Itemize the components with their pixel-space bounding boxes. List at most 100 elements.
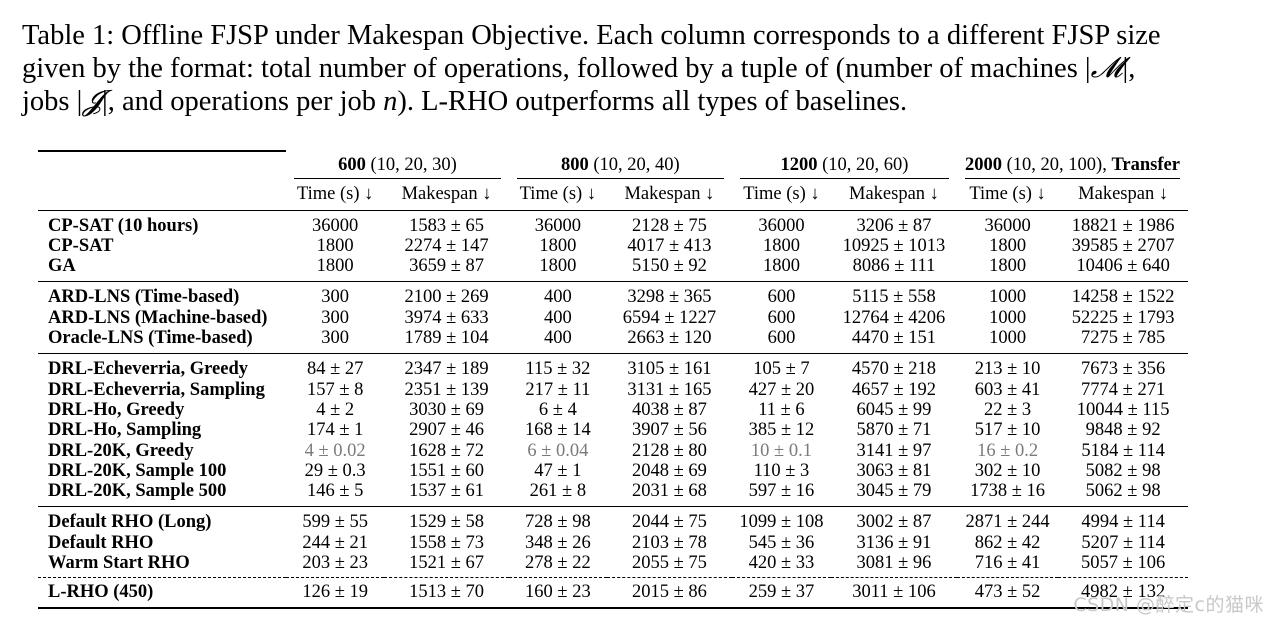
time-cell: 36000 (984, 215, 1031, 236)
caption-line-2: given by the format: total number of ope… (22, 52, 1252, 85)
table-row: DRL-Ho, Greedy 4 ± 2 3030 ± 69 6 ± 4 4038 ± … (38, 400, 1188, 420)
time-cell: 1000 (989, 307, 1027, 328)
method-name: DRL-20K, Sample 500 (38, 481, 287, 508)
makespan-cell: 3298 ± 365 (627, 287, 712, 308)
time-cell: 1800 (762, 235, 800, 256)
makespan-cell: 3030 ± 69 (409, 399, 484, 420)
table-row: DRL-Echeverria, Sampling 157 ± 8 2351 ± 13… (38, 380, 1188, 400)
makespan-cell: 2663 ± 120 (606, 328, 732, 355)
time-cell: 300 (286, 328, 385, 355)
makespan-cell: 3141 ± 97 (856, 440, 932, 461)
makespan-cell: 2055 ± 75 (606, 553, 732, 579)
time-cell: 1800 (316, 235, 354, 256)
makespan-cell: 10406 ± 640 (1058, 256, 1188, 283)
time-cell: 174 ± 1 (306, 420, 364, 441)
makespan-cell: 9848 ± 92 (1085, 420, 1161, 441)
method-name: DRL-Ho, Greedy (48, 399, 185, 420)
table-row: Warm Start RHO 203 ± 23 1521 ± 67 278 ± 22 2… (38, 553, 1188, 579)
table-row: DRL-20K, Sample 500 146 ± 5 1537 ± 61 261 ±… (38, 481, 1188, 508)
makespan-cell: 7275 ± 785 (1058, 328, 1188, 355)
time-cell: 47 ± 1 (534, 460, 582, 481)
time-cell: 1800 (989, 235, 1027, 256)
group-header: 1200 (10, 20, 60) (732, 151, 957, 181)
time-cell: 2871 ± 244 (965, 512, 1050, 533)
makespan-cell: 2128 ± 75 (631, 215, 707, 236)
time-cell: 10 ± 0.1 (750, 440, 812, 461)
time-cell: 110 ± 3 (753, 460, 810, 481)
subheader-row: Time (s) ↓ Makespan ↓ Time (s) ↓ Makespa… (38, 181, 1188, 211)
caption-text: ). L-RHO outperforms all types of baseli… (397, 86, 908, 117)
method-name: CP-SAT (10 hours) (48, 215, 199, 236)
makespan-cell: 1558 ± 73 (409, 532, 484, 553)
col-header: Makespan ↓ (1058, 181, 1188, 211)
time-cell: 1800 (731, 256, 831, 283)
makespan-cell: 4017 ± 413 (627, 235, 712, 256)
makespan-cell: 3659 ± 87 (384, 256, 509, 283)
col-header: Time (s) ↓ (286, 181, 385, 211)
makespan-cell: 3206 ± 87 (856, 215, 932, 236)
makespan-cell: 12764 ± 4206 (842, 307, 946, 328)
time-cell: 600 (767, 287, 796, 308)
makespan-cell: 2351 ± 139 (404, 379, 489, 400)
makespan-cell: 4982 ± 132 (1058, 577, 1188, 609)
makespan-cell: 5115 ± 558 (852, 287, 936, 308)
makespan-cell: 2044 ± 75 (631, 512, 707, 533)
time-cell: 6 ± 4 (538, 399, 577, 420)
makespan-cell: 10925 ± 1013 (842, 235, 946, 256)
group-header: 600 (10, 20, 30) (286, 151, 509, 181)
table-row: Default RHO (Long) 599 ± 55 1529 ± 58 728 ±… (38, 507, 1188, 533)
makespan-cell: 5062 ± 98 (1058, 481, 1188, 508)
caption-line-1: Table 1: Offline FJSP under Makespan Obj… (22, 20, 1161, 51)
time-cell: 278 ± 22 (508, 553, 607, 579)
makespan-cell: 3045 ± 79 (830, 481, 957, 508)
makespan-cell: 3974 ± 633 (404, 307, 489, 328)
makespan-cell: 2907 ± 46 (409, 420, 484, 441)
makespan-cell: 1521 ± 67 (384, 553, 509, 579)
makespan-cell: 52225 ± 1793 (1071, 307, 1175, 328)
time-cell: 400 (544, 287, 572, 308)
makespan-cell: 4994 ± 114 (1081, 512, 1165, 533)
table-row: DRL-Ho, Sampling 174 ± 1 2907 ± 46 168 ± 14… (38, 420, 1188, 440)
makespan-cell: 1789 ± 104 (384, 328, 509, 355)
time-cell: 600 (731, 328, 831, 355)
makespan-cell: 2100 ± 269 (404, 287, 489, 308)
group-header-row: 600 (10, 20, 30) 800 (10, 20, 40) 1200 (… (38, 149, 1188, 182)
group-size: 2000 (965, 155, 1002, 175)
caption-line-3: jobs |𝓙|, and operations per job n). L-R… (22, 85, 1252, 118)
group-transfer: Transfer (1111, 155, 1180, 175)
makespan-cell: 4570 ± 218 (851, 359, 937, 380)
makespan-cell: 3907 ± 56 (631, 420, 707, 441)
time-cell: 244 ± 21 (302, 532, 368, 553)
time-cell: 716 ± 41 (956, 553, 1059, 579)
group-tuple: (10, 20, 40) (588, 155, 680, 175)
makespan-cell: 1583 ± 65 (409, 215, 484, 236)
time-cell: 213 ± 10 (974, 359, 1041, 380)
makespan-cell: 5150 ± 92 (606, 256, 732, 283)
makespan-cell: 1628 ± 72 (409, 440, 484, 461)
makespan-cell: 3105 ± 161 (627, 359, 712, 380)
makespan-cell: 5184 ± 114 (1081, 440, 1165, 461)
table-row: ARD-LNS (Time-based) 300 2100 ± 269 400 3298… (38, 282, 1188, 308)
makespan-cell: 4038 ± 87 (631, 399, 707, 420)
time-cell: 545 ± 36 (748, 532, 815, 553)
group-size: 1200 (780, 155, 818, 175)
table-row: GA 1800 3659 ± 87 1800 5150 ± 92 1800 8086 ± 1… (38, 256, 1188, 283)
time-cell: 385 ± 12 (748, 420, 815, 441)
time-cell: 157 ± 8 (306, 379, 364, 400)
time-cell: 29 ± 0.3 (304, 460, 366, 481)
watermark: CSDN @醉定c的猫咪 (1073, 594, 1264, 616)
col-header: Time (s) ↓ (508, 181, 607, 211)
makespan-cell: 14258 ± 1522 (1071, 287, 1175, 308)
col-header: Time (s) ↓ (731, 181, 831, 211)
makespan-cell: 18821 ± 1986 (1071, 215, 1175, 236)
method-name: Default RHO (Long) (48, 512, 212, 533)
time-cell: 1800 (539, 235, 577, 256)
makespan-cell: 2031 ± 68 (606, 481, 732, 508)
time-cell: 599 ± 55 (302, 512, 368, 533)
method-name: DRL-Ho, Sampling (48, 420, 202, 441)
table-row: L-RHO (450) 126 ± 19 1513 ± 70 160 ± 23 2015… (38, 577, 1188, 609)
method-header (38, 149, 287, 182)
makespan-cell: 3011 ± 106 (830, 577, 957, 609)
makespan-cell: 3131 ± 165 (627, 379, 712, 400)
time-cell: 1000 (956, 328, 1059, 355)
